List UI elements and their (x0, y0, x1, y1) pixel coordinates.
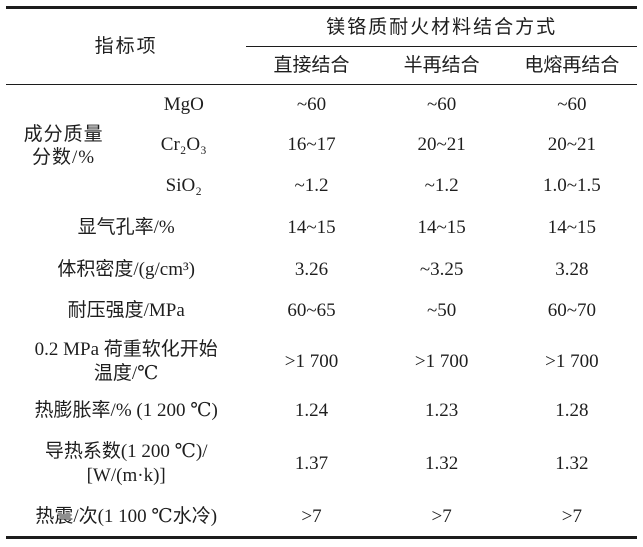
row-label-compressive-strength: 耐压强度/MPa (67, 300, 185, 322)
value-cell: >7 (561, 506, 582, 528)
col-header-direct-bond: 直接结合 (246, 46, 377, 85)
row-label-bulk-density: 体积密度/(g/cm³) (57, 259, 195, 281)
row-label-cr2o3: Cr₂O₃ (160, 133, 207, 155)
table-row: 显气孔率/% 14~15 14~15 14~15 (6, 207, 637, 250)
value-cell: ~3.25 (419, 259, 464, 281)
table-row: 导热系数(1 200 ℃)/ [W/(m·k)] 1.37 1.32 1.32 (6, 430, 637, 498)
value-cell: 60~70 (547, 300, 597, 322)
value-cell: >1 700 (284, 350, 339, 372)
table-row: SiO₂ ~1.2 ~1.2 1.0~1.5 (6, 165, 637, 207)
value-cell: 1.32 (555, 452, 589, 474)
value-cell: 1.0~1.5 (542, 174, 601, 196)
row-label-mgo: MgO (163, 94, 204, 116)
refractory-properties-table: 指标项 镁铬质耐火材料结合方式 直接结合 半再结合 电熔再结合 成分质量 分数/… (6, 6, 637, 539)
value-cell: 14~15 (547, 217, 597, 239)
value-cell: 14~15 (417, 217, 466, 239)
row-label-apparent-porosity: 显气孔率/% (77, 217, 175, 239)
table-row: 热震/次(1 100 ℃水冷) >7 >7 >7 (6, 498, 637, 538)
table-row: Cr₂O₃ 16~17 20~21 20~21 (6, 125, 637, 165)
value-cell: ~1.2 (424, 174, 459, 196)
table-row: 0.2 MPa 荷重软化开始 温度/℃ >1 700 >1 700 >1 700 (6, 332, 637, 392)
value-cell: 20~21 (417, 133, 466, 155)
row-label-thermal-conductivity: 导热系数(1 200 ℃)/ [W/(m·k)] (44, 441, 208, 486)
value-cell: ~60 (557, 94, 587, 116)
value-cell: 1.37 (294, 452, 329, 474)
indicator-column-header: 指标项 (6, 7, 247, 85)
table-row: 体积密度/(g/cm³) 3.26 ~3.25 3.28 (6, 250, 637, 291)
value-cell: 14~15 (287, 217, 336, 239)
value-cell: ~50 (427, 300, 457, 322)
value-cell: >1 700 (414, 350, 469, 372)
value-cell: 1.28 (555, 399, 589, 421)
value-cell: 3.26 (294, 259, 329, 281)
table-row: 热膨胀率/% (1 200 ℃) 1.24 1.23 1.28 (6, 392, 637, 430)
value-cell: >7 (431, 506, 452, 528)
value-cell: >1 700 (545, 350, 599, 372)
value-cell: 60~65 (287, 300, 336, 322)
table-row: 成分质量 分数/% MgO ~60 ~60 ~60 (6, 85, 637, 168)
value-cell: 20~21 (547, 133, 597, 155)
value-cell: 1.32 (425, 452, 459, 474)
value-cell: 3.28 (555, 259, 589, 281)
row-label-thermal-shock: 热震/次(1 100 ℃水冷) (35, 506, 218, 528)
table-row: 耐压强度/MPa 60~65 ~50 60~70 (6, 291, 637, 332)
row-label-thermal-expansion: 热膨胀率/% (1 200 ℃) (34, 399, 218, 421)
value-cell: 16~17 (287, 133, 336, 155)
value-cell: ~1.2 (294, 174, 329, 196)
row-label-load-softening-temp: 0.2 MPa 荷重软化开始 温度/℃ (34, 339, 218, 384)
value-cell: ~60 (427, 94, 457, 116)
col-header-semi-rebonded: 半再结合 (376, 46, 507, 85)
composition-group-label: 成分质量 分数/% (23, 123, 104, 168)
value-cell: ~60 (296, 94, 327, 116)
col-header-fused-rebonded: 电熔再结合 (506, 46, 637, 85)
value-cell: >7 (301, 506, 322, 528)
bond-method-span-header: 镁铬质耐火材料结合方式 (246, 7, 637, 47)
value-cell: 1.24 (294, 399, 329, 421)
row-label-sio2: SiO₂ (165, 174, 202, 196)
value-cell: 1.23 (425, 399, 459, 421)
